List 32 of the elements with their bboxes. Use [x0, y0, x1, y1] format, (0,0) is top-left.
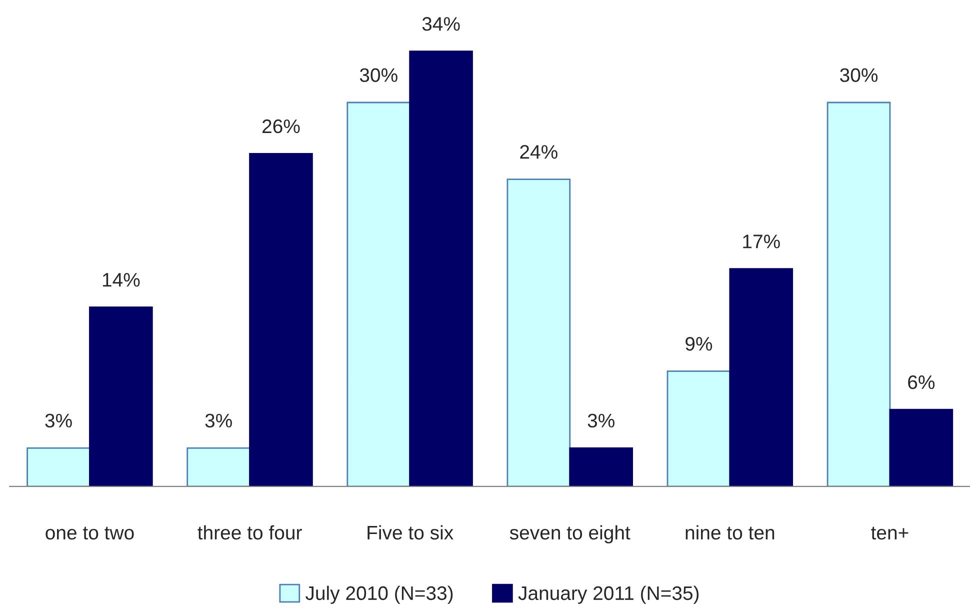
bar [826, 102, 891, 486]
bar [506, 178, 571, 486]
bar [346, 102, 411, 486]
data-label: 3% [588, 414, 614, 428]
bar [889, 408, 954, 486]
x-tick-label: three to four [198, 525, 302, 540]
data-label: 17% [743, 234, 780, 248]
bar [186, 447, 250, 486]
x-tick-label: nine to ten [686, 525, 774, 540]
data-label: 26% [262, 119, 300, 134]
data-label: 3% [45, 414, 72, 428]
bar [409, 50, 473, 486]
bar [249, 152, 313, 486]
x-tick-label: Five to six [368, 525, 454, 540]
data-label: 34% [422, 17, 460, 31]
data-label: 24% [520, 145, 558, 159]
bar [89, 306, 153, 486]
x-tick-label: ten+ [871, 526, 908, 540]
data-label: 3% [205, 414, 232, 428]
data-label: 9% [686, 336, 712, 351]
bar [26, 447, 90, 486]
x-tick-label: one to two [46, 526, 134, 540]
bar [729, 268, 794, 486]
bar [569, 447, 633, 486]
data-label: 6% [908, 375, 935, 390]
x-tick-label: seven to eight [510, 525, 630, 544]
data-label: 30% [840, 68, 878, 82]
legend-label: January 2011 (N=35) [518, 586, 699, 604]
bar [666, 370, 731, 486]
legend-label: July 2010 (N=33) [306, 586, 453, 604]
data-label: 14% [102, 273, 140, 287]
data-label: 30% [360, 68, 398, 82]
